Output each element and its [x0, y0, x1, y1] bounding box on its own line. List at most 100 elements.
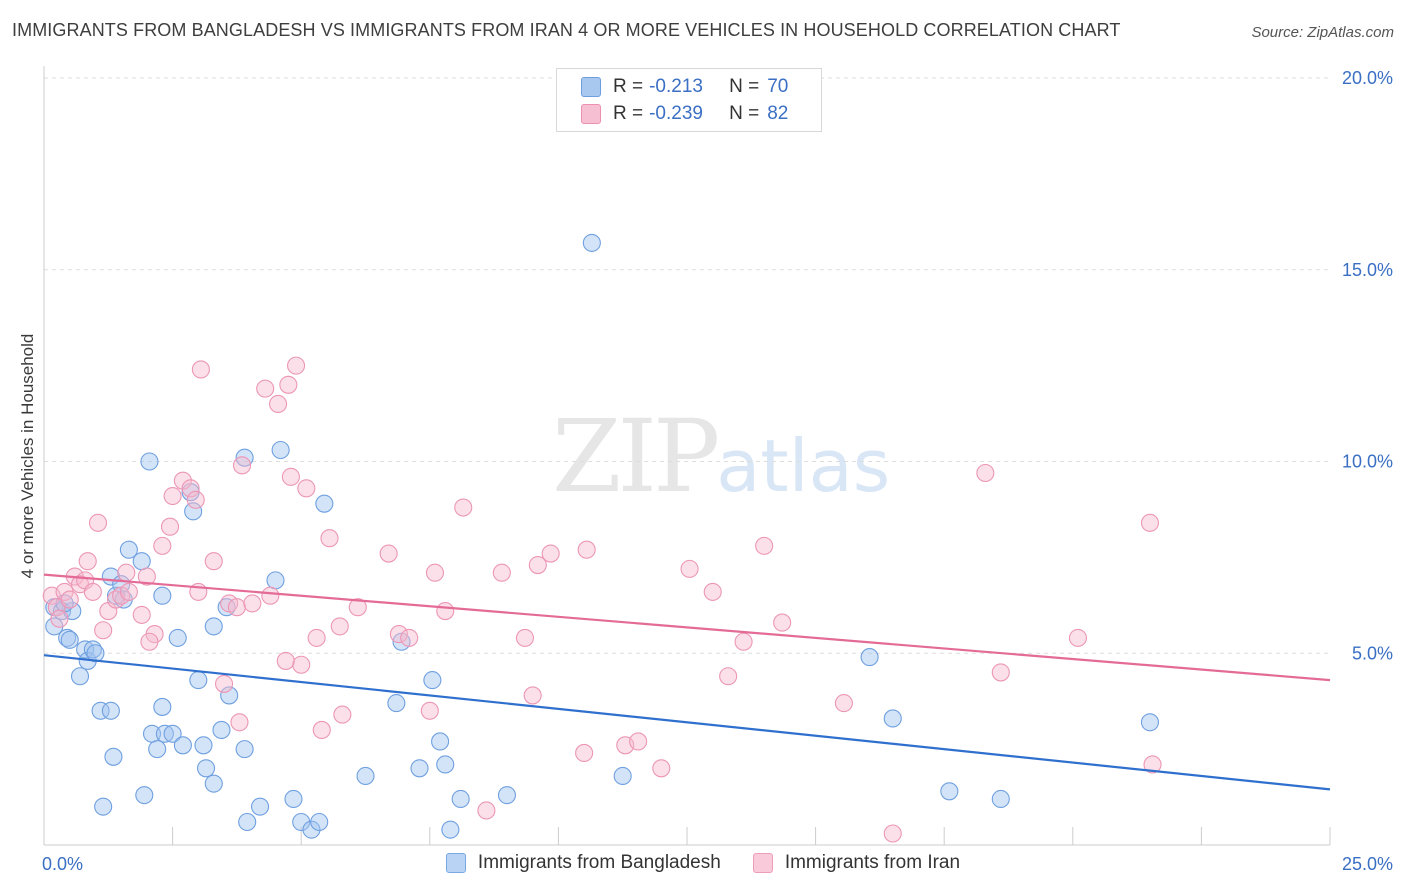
point-bangladesh [613, 766, 632, 786]
point-iran [389, 625, 408, 644]
point-bangladesh [410, 759, 429, 778]
point-iran [140, 632, 159, 651]
point-iran [703, 582, 722, 601]
point-iran [515, 628, 535, 647]
point-iran [991, 663, 1010, 682]
legend-row-iran: R = -0.239 N = 82 [581, 102, 788, 126]
point-iran [333, 705, 352, 724]
point-bangladesh [76, 640, 95, 659]
point-iran [541, 544, 560, 563]
point-bangladesh [86, 644, 105, 663]
x-tick-label: 25.0% [1342, 854, 1393, 874]
point-bangladesh [883, 709, 902, 728]
point-bangladesh [153, 586, 172, 605]
point-bangladesh [168, 628, 187, 647]
point-iran [83, 582, 102, 601]
point-iran [773, 613, 792, 632]
point-iran [269, 394, 288, 414]
y-axis-title: 4 or more Vehicles in Household [18, 333, 37, 579]
legend-r-label: R = [613, 103, 644, 124]
point-iran [256, 379, 275, 398]
point-bangladesh [431, 732, 450, 751]
legend-label-iran: Immigrants from Iran [784, 852, 961, 873]
point-iran [976, 463, 995, 483]
trend-line-iran [43, 573, 1331, 682]
point-iran [119, 582, 138, 601]
point-iran [420, 701, 439, 720]
point-iran [629, 732, 648, 751]
point-iran [577, 540, 596, 559]
point-iran [281, 467, 300, 486]
point-bangladesh [220, 686, 239, 705]
source-label: Source: ZipAtlas.com [1251, 24, 1394, 41]
point-iran [230, 713, 249, 732]
point-iran [276, 651, 295, 670]
point-iran [153, 536, 172, 555]
trend-lines [43, 573, 1331, 791]
point-iran [191, 360, 210, 379]
axes [43, 66, 1331, 846]
point-iran [1140, 513, 1160, 532]
point-bangladesh [155, 724, 174, 743]
point-iran [379, 544, 398, 563]
trend-line-bangladesh [43, 654, 1331, 791]
point-bangladesh [991, 789, 1010, 809]
legend-n-label: N = [729, 103, 760, 124]
legend-swatch-iran [581, 104, 601, 124]
point-bangladesh [60, 630, 79, 649]
correlation-legend: R = -0.213 N = 70 R = -0.239 N = 82 [556, 68, 822, 132]
point-bangladesh [387, 694, 406, 713]
y-tick-label: 10.0% [1342, 452, 1393, 472]
point-iran [60, 590, 79, 609]
point-bangladesh [1140, 713, 1160, 732]
legend-row-bangladesh: R = -0.213 N = 70 [581, 75, 788, 99]
point-iran [719, 667, 738, 686]
point-bangladesh [356, 766, 375, 786]
legend-r-value: -0.213 [649, 76, 703, 97]
legend-item-iran[interactable]: Immigrants from Iran [752, 852, 961, 874]
legend-swatch-bangladesh [445, 853, 466, 873]
point-iran [523, 686, 542, 705]
point-iran [287, 356, 306, 375]
point-iran [243, 594, 262, 613]
point-bangladesh [302, 820, 321, 839]
x-tick-label: 0.0% [42, 854, 83, 874]
tick-labels: 5.0% 10.0% 15.0% 20.0% 0.0% 25.0% [42, 68, 1393, 874]
point-iran [883, 824, 902, 843]
point-iran [652, 759, 671, 778]
point-iran [834, 694, 853, 713]
point-bangladesh [423, 671, 442, 690]
point-bangladesh [266, 571, 285, 590]
point-bangladesh [310, 812, 329, 832]
point-iran [1068, 628, 1087, 647]
point-iran [1143, 755, 1162, 774]
point-bangladesh [497, 786, 517, 805]
legend-item-bangladesh[interactable]: Immigrants from Bangladesh [445, 852, 721, 874]
point-iran [436, 602, 455, 621]
point-bangladesh [163, 724, 182, 743]
watermark-zip: ZIP [552, 398, 720, 515]
point-iran [137, 567, 156, 586]
y-tick-label: 5.0% [1352, 643, 1393, 663]
point-bangladesh [271, 440, 290, 460]
data-points [42, 233, 1162, 843]
point-bangladesh [132, 552, 151, 571]
point-iran [425, 563, 444, 582]
point-iran [400, 628, 419, 647]
point-iran [50, 609, 69, 628]
point-iran [755, 536, 774, 555]
y-tick-label: 15.0% [1342, 260, 1393, 280]
point-bangladesh [101, 701, 120, 720]
point-bangladesh [153, 697, 172, 716]
point-bangladesh [184, 502, 203, 521]
point-bangladesh [315, 494, 334, 513]
point-bangladesh [173, 736, 192, 755]
point-iran [454, 498, 473, 517]
point-bangladesh [238, 812, 257, 832]
point-iran [117, 563, 136, 582]
series-legend: Immigrants from Bangladesh Immigrants fr… [0, 852, 1406, 874]
point-iran [330, 617, 349, 636]
point-bangladesh [70, 667, 90, 686]
point-iran [88, 513, 108, 532]
